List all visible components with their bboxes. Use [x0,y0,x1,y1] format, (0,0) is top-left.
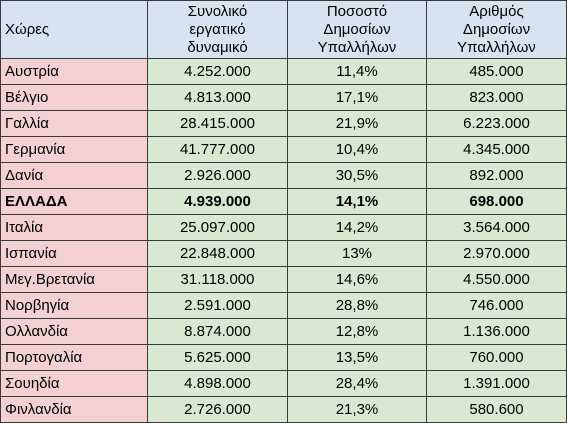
header-line: Ποσοστό [326,2,388,20]
header-line: Υπαλλήλων [457,38,536,56]
country-cell: Νορβηγία [0,292,148,319]
public-employees-cell: 485.000 [426,58,567,85]
header-row: Χώρες Συνολικό εργατικό δυναμικό Ποσοστό Δη… [0,0,567,59]
table-row: Ολλανδία 8.874.000 12,8% 1.136.000 [0,318,567,345]
country-cell: Πορτογαλία [0,344,148,371]
table-row: Νορβηγία 2.591.000 28,8% 746.000 [0,292,567,319]
country-cell: Σουηδία [0,370,148,397]
percent-cell: 21,3% [287,396,427,423]
percent-cell: 21,9% [287,110,427,137]
percent-cell: 13% [287,240,427,267]
public-employees-cell: 4.345.000 [426,136,567,163]
country-cell: Γερμανία [0,136,148,163]
percent-cell: 13,5% [287,344,427,371]
percent-cell: 14,1% [287,188,427,215]
table-row: Πορτογαλία 5.625.000 13,5% 760.000 [0,344,567,371]
percent-cell: 10,4% [287,136,427,163]
labor-force-cell: 5.625.000 [147,344,288,371]
country-cell: Δανία [0,162,148,189]
labor-force-cell: 28.415.000 [147,110,288,137]
header-line: δυναμικό [187,38,248,56]
public-employees-cell: 1.391.000 [426,370,567,397]
labor-force-cell: 25.097.000 [147,214,288,241]
country-cell: ΕΛΛΑΔΑ [0,188,148,215]
labor-force-cell: 22.848.000 [147,240,288,267]
table-row: Αυστρία 4.252.000 11,4% 485.000 [0,58,567,85]
country-cell: Ισπανία [0,240,148,267]
labor-force-cell: 41.777.000 [147,136,288,163]
public-employees-cell: 580.600 [426,396,567,423]
percent-cell: 14,6% [287,266,427,293]
percent-cell: 12,8% [287,318,427,345]
public-employees-cell: 2.970.000 [426,240,567,267]
percent-cell: 17,1% [287,84,427,111]
public-employees-cell: 4.550.000 [426,266,567,293]
country-cell: Ιταλία [0,214,148,241]
header-public-employees-percent: Ποσοστό Δημοσίων Υπαλλήλων [287,0,427,59]
percent-cell: 14,2% [287,214,427,241]
country-cell: Γαλλία [0,110,148,137]
table-body: Αυστρία 4.252.000 11,4% 485.000 Βέλγιο 4.813.… [0,58,567,423]
labor-force-cell: 31.118.000 [147,266,288,293]
percent-cell: 28,4% [287,370,427,397]
header-countries: Χώρες [0,0,148,59]
public-employees-cell: 823.000 [426,84,567,111]
country-cell: Αυστρία [0,58,148,85]
table-row: Γερμανία 41.777.000 10,4% 4.345.000 [0,136,567,163]
table-row: ΕΛΛΑΔΑ 4.939.000 14,1% 698.000 [0,188,567,215]
table-row: Γαλλία 28.415.000 21,9% 6.223.000 [0,110,567,137]
labor-force-cell: 4.252.000 [147,58,288,85]
header-line: εργατικό [189,20,246,38]
table-row: Βέλγιο 4.813.000 17,1% 823.000 [0,84,567,111]
country-cell: Ολλανδία [0,318,148,345]
public-employees-cell: 3.564.000 [426,214,567,241]
labor-force-cell: 2.726.000 [147,396,288,423]
table-row: Σουηδία 4.898.000 28,4% 1.391.000 [0,370,567,397]
country-cell: Βέλγιο [0,84,148,111]
table-row: Ισπανία 22.848.000 13% 2.970.000 [0,240,567,267]
percent-cell: 30,5% [287,162,427,189]
percent-cell: 11,4% [287,58,427,85]
country-cell: Φινλανδία [0,396,148,423]
table-row: Μεγ.Βρετανία 31.118.000 14,6% 4.550.000 [0,266,567,293]
labor-force-cell: 8.874.000 [147,318,288,345]
public-employees-cell: 892.000 [426,162,567,189]
labor-force-cell: 2.926.000 [147,162,288,189]
labor-force-cell: 4.813.000 [147,84,288,111]
labor-force-cell: 2.591.000 [147,292,288,319]
public-employees-cell: 746.000 [426,292,567,319]
table-row: Φινλανδία 2.726.000 21,3% 580.600 [0,396,567,423]
header-line: Υπαλλήλων [317,38,397,56]
labor-force-cell: 4.898.000 [147,370,288,397]
country-cell: Μεγ.Βρετανία [0,266,148,293]
percent-cell: 28,8% [287,292,427,319]
header-public-employees-count: Αριθμός Δημοσίων Υπαλλήλων [426,0,567,59]
header-line: Δημοσίων [323,20,391,38]
table-row: Δανία 2.926.000 30,5% 892.000 [0,162,567,189]
header-total-labor-force: Συνολικό εργατικό δυναμικό [147,0,288,59]
table-row: Ιταλία 25.097.000 14,2% 3.564.000 [0,214,567,241]
header-countries-label: Χώρες [5,20,50,38]
public-employees-cell: 1.136.000 [426,318,567,345]
header-line: Δημοσίων [462,20,531,38]
labor-force-cell: 4.939.000 [147,188,288,215]
public-employees-cell: 760.000 [426,344,567,371]
header-line: Αριθμός [469,2,524,20]
public-employees-cell: 698.000 [426,188,567,215]
public-employees-cell: 6.223.000 [426,110,567,137]
header-line: Συνολικό [187,2,248,20]
